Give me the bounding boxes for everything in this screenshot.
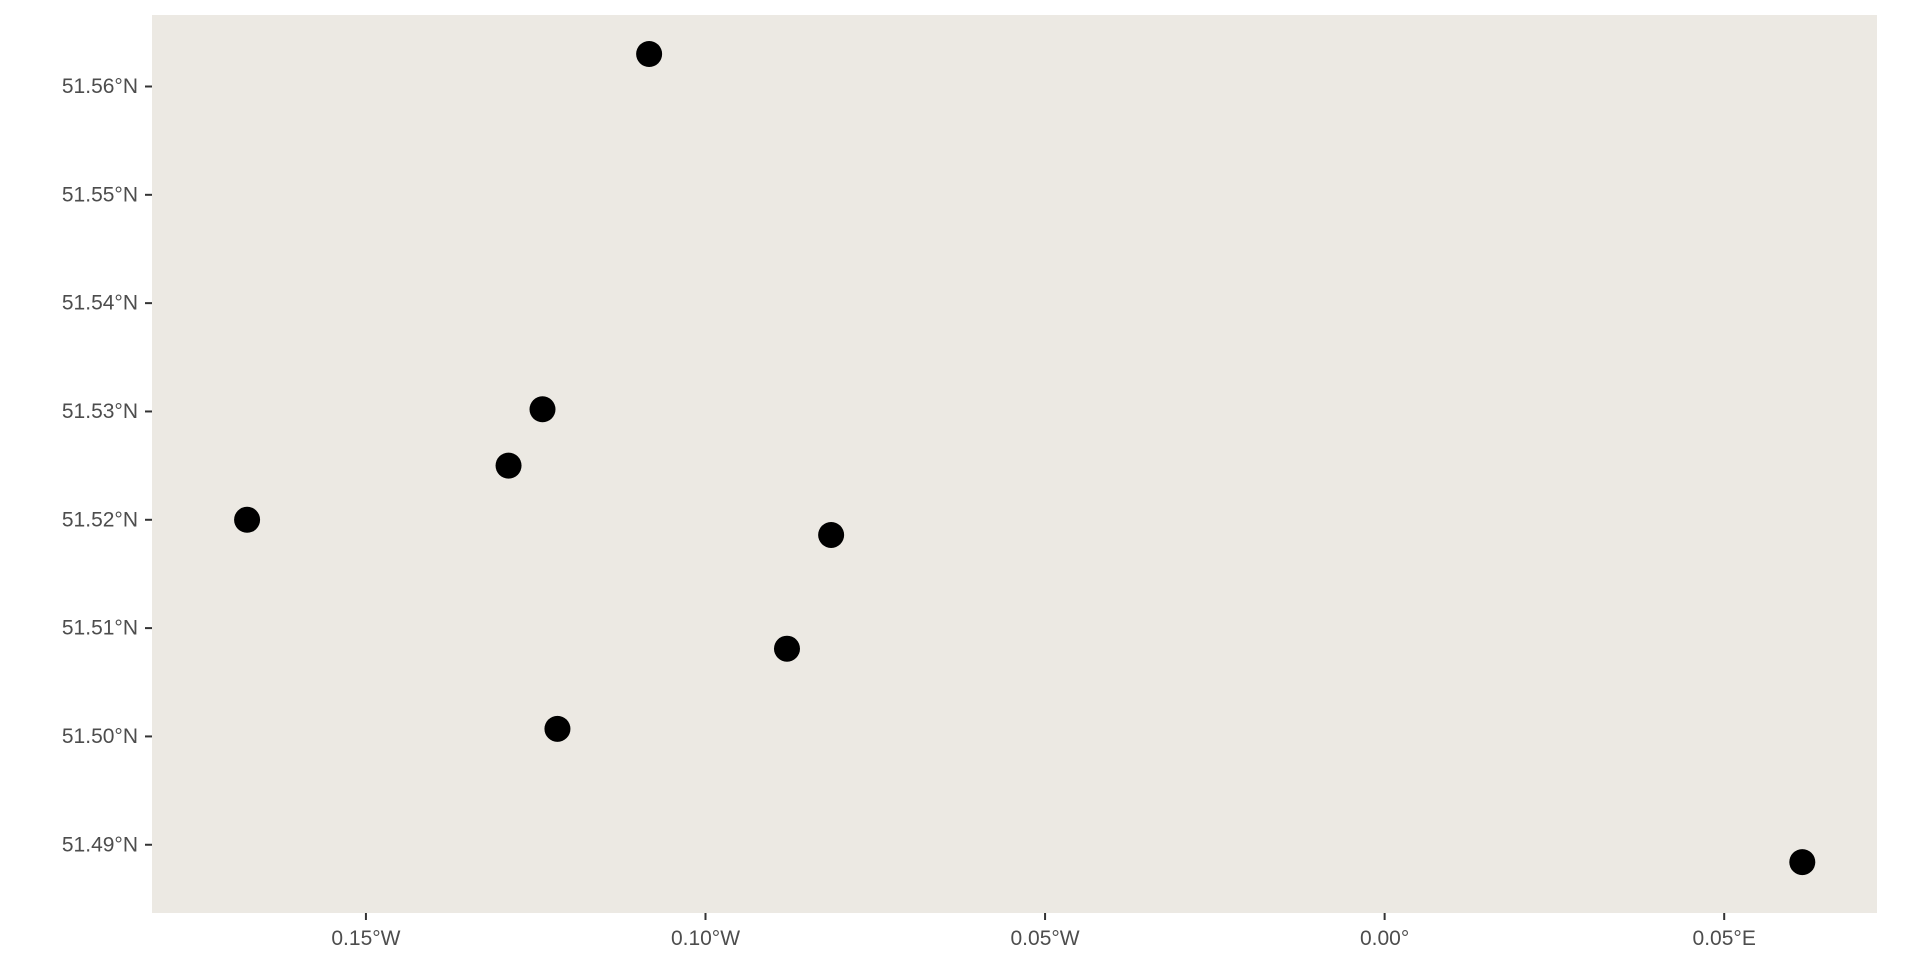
data-point [773, 635, 800, 662]
y-tick-label: 51.52°N [62, 508, 138, 531]
x-tick-label: 0.15°W [331, 927, 400, 950]
y-axis: 51.56°N 51.55°N 51.54°N 51.53°N 51.52°N 51.51… [62, 75, 152, 856]
data-point [544, 715, 571, 742]
x-axis: 0.15°W 0.10°W 0.05°W 0.00° 0.05°E [331, 913, 1756, 950]
y-tick-label: 51.49°N [62, 833, 138, 856]
data-point [529, 396, 556, 423]
y-tick-label: 51.54°N [62, 292, 138, 315]
x-tick-label: 0.05°E [1693, 927, 1756, 950]
data-point [818, 521, 845, 548]
y-tick-label: 51.53°N [62, 400, 138, 423]
plot-panel [152, 15, 1877, 913]
x-tick-label: 0.05°W [1011, 927, 1080, 950]
data-points [234, 40, 1816, 876]
data-point [234, 506, 261, 533]
y-tick-label: 51.56°N [62, 75, 138, 98]
x-tick-label: 0.00° [1360, 927, 1409, 950]
data-point [636, 40, 663, 67]
data-point [1789, 849, 1816, 876]
data-point [495, 452, 522, 479]
y-tick-label: 51.55°N [62, 183, 138, 206]
y-tick-label: 51.51°N [62, 617, 138, 640]
x-tick-label: 0.10°W [671, 927, 740, 950]
y-tick-label: 51.50°N [62, 725, 138, 748]
